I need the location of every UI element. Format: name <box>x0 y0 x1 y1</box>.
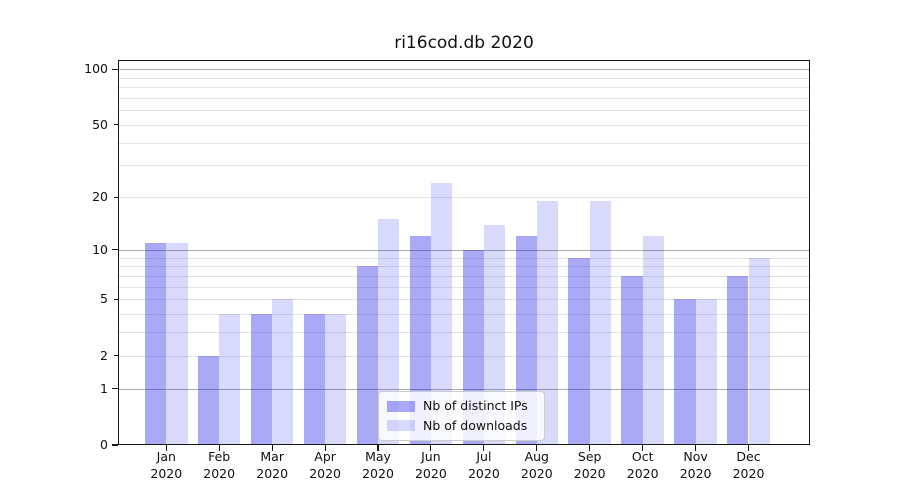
x-tick-label-may: May 2020 <box>362 449 394 481</box>
y-tick-2 <box>114 354 118 357</box>
plot-area: Nb of distinct IPs Nb of downloads <box>118 60 810 445</box>
bar-downloads-jul <box>483 224 506 445</box>
x-tick-label-oct: Oct 2020 <box>626 449 659 481</box>
bar-distinct-ips-may <box>356 266 378 445</box>
y-tick-label-20: 20 <box>92 189 108 205</box>
bar-downloads-aug <box>536 201 559 445</box>
y-gridline-minor-20 <box>118 197 810 199</box>
x-tick-mar <box>271 445 273 451</box>
x-tick-jul <box>483 445 485 451</box>
x-tick-aug <box>536 445 538 451</box>
y-gridline-major-10 <box>118 249 810 251</box>
y-gridline-major-100 <box>118 69 810 71</box>
y-tick-5 <box>114 298 118 300</box>
legend-swatch-distinct-ips <box>387 400 415 412</box>
bar-downloads-mar <box>272 299 294 445</box>
bar-distinct-ips-sep <box>568 257 590 445</box>
legend-label-downloads: Nb of downloads <box>423 417 528 433</box>
y-gridline-minor-5 <box>118 299 810 301</box>
x-tick-label-apr: Apr 2020 <box>309 449 341 481</box>
y-gridline-minor-50 <box>118 124 810 126</box>
chart-title: ri16cod.db 2020 <box>394 33 534 53</box>
x-tick-jan <box>165 445 167 451</box>
x-tick-label-jul: Jul 2020 <box>467 449 500 481</box>
y-tick-10 <box>111 249 118 251</box>
bar-downloads-apr <box>325 313 347 445</box>
bar-distinct-ips-nov <box>674 299 696 445</box>
gridline-layer <box>118 60 810 445</box>
bar-distinct-ips-dec <box>727 275 749 445</box>
bar-distinct-ips-mar <box>250 313 273 445</box>
bar-downloads-jan <box>166 242 188 445</box>
y-gridline-minor-8 <box>118 266 810 268</box>
bar-distinct-ips-oct <box>621 275 643 445</box>
x-tick-label-sep: Sep 2020 <box>573 449 606 481</box>
y-tick-label-2: 2 <box>100 347 108 363</box>
bar-distinct-ips-jan <box>145 242 167 445</box>
x-tick-may <box>377 445 379 451</box>
bar-downloads-nov <box>695 299 717 445</box>
y-tick-label-10: 10 <box>92 241 108 257</box>
y-gridline-minor-2 <box>118 355 810 357</box>
legend-item-downloads: Nb of downloads <box>379 417 544 433</box>
y-tick-label-100: 100 <box>84 61 108 77</box>
y-gridline-minor-30 <box>118 165 810 167</box>
y-tick-label-1: 1 <box>100 380 108 396</box>
y-tick-50 <box>114 124 118 126</box>
bar-downloads-dec <box>748 257 770 445</box>
y-tick-100 <box>111 68 118 70</box>
bar-distinct-ips-apr <box>303 313 326 445</box>
x-tick-label-mar: Mar 2020 <box>256 449 289 481</box>
y-gridline-minor-40 <box>118 142 810 144</box>
bar-downloads-oct <box>642 236 664 445</box>
y-gridline-minor-9 <box>118 257 810 259</box>
y-gridline-minor-3 <box>118 332 810 334</box>
bar-downloads-jun <box>430 182 453 445</box>
x-tick-label-aug: Aug 2020 <box>520 449 553 481</box>
y-tick-label-5: 5 <box>100 291 108 307</box>
x-tick-label-feb: Feb 2020 <box>203 449 236 481</box>
y-gridline-minor-4 <box>118 313 810 315</box>
bar-downloads-feb <box>219 313 241 445</box>
y-gridline-major-1 <box>118 388 810 390</box>
x-tick-apr <box>324 445 326 451</box>
y-tick-0 <box>111 444 118 446</box>
x-tick-dec <box>747 445 750 451</box>
bar-downloads-sep <box>589 201 611 445</box>
x-tick-jun <box>430 445 432 451</box>
x-tick-label-nov: Nov 2020 <box>679 449 712 481</box>
y-tick-label-50: 50 <box>92 116 108 132</box>
x-tick-nov <box>695 445 697 451</box>
y-gridline-minor-7 <box>118 275 810 277</box>
legend-swatch-downloads <box>387 420 415 432</box>
legend-label-distinct-ips: Nb of distinct IPs <box>423 398 528 414</box>
y-tick-20 <box>114 196 118 198</box>
x-tick-label-jun: Jun 2020 <box>414 449 447 481</box>
y-gridline-minor-70 <box>118 97 810 99</box>
x-tick-oct <box>642 445 644 451</box>
x-tick-sep <box>589 445 591 451</box>
legend-item-distinct-ips: Nb of distinct IPs <box>379 399 544 413</box>
bar-downloads-may <box>378 219 400 445</box>
y-tick-1 <box>111 387 118 390</box>
y-tick-label-0: 0 <box>100 437 108 452</box>
bar-distinct-ips-feb <box>197 355 220 445</box>
y-gridline-minor-90 <box>118 77 810 79</box>
y-gridline-minor-80 <box>118 87 810 89</box>
x-tick-label-jan: Jan 2020 <box>150 449 183 481</box>
y-gridline-minor-6 <box>118 286 810 288</box>
x-tick-feb <box>218 445 220 451</box>
x-tick-label-dec: Dec 2020 <box>732 449 765 481</box>
y-gridline-minor-60 <box>118 110 810 112</box>
legend: Nb of distinct IPs Nb of downloads <box>378 391 545 441</box>
